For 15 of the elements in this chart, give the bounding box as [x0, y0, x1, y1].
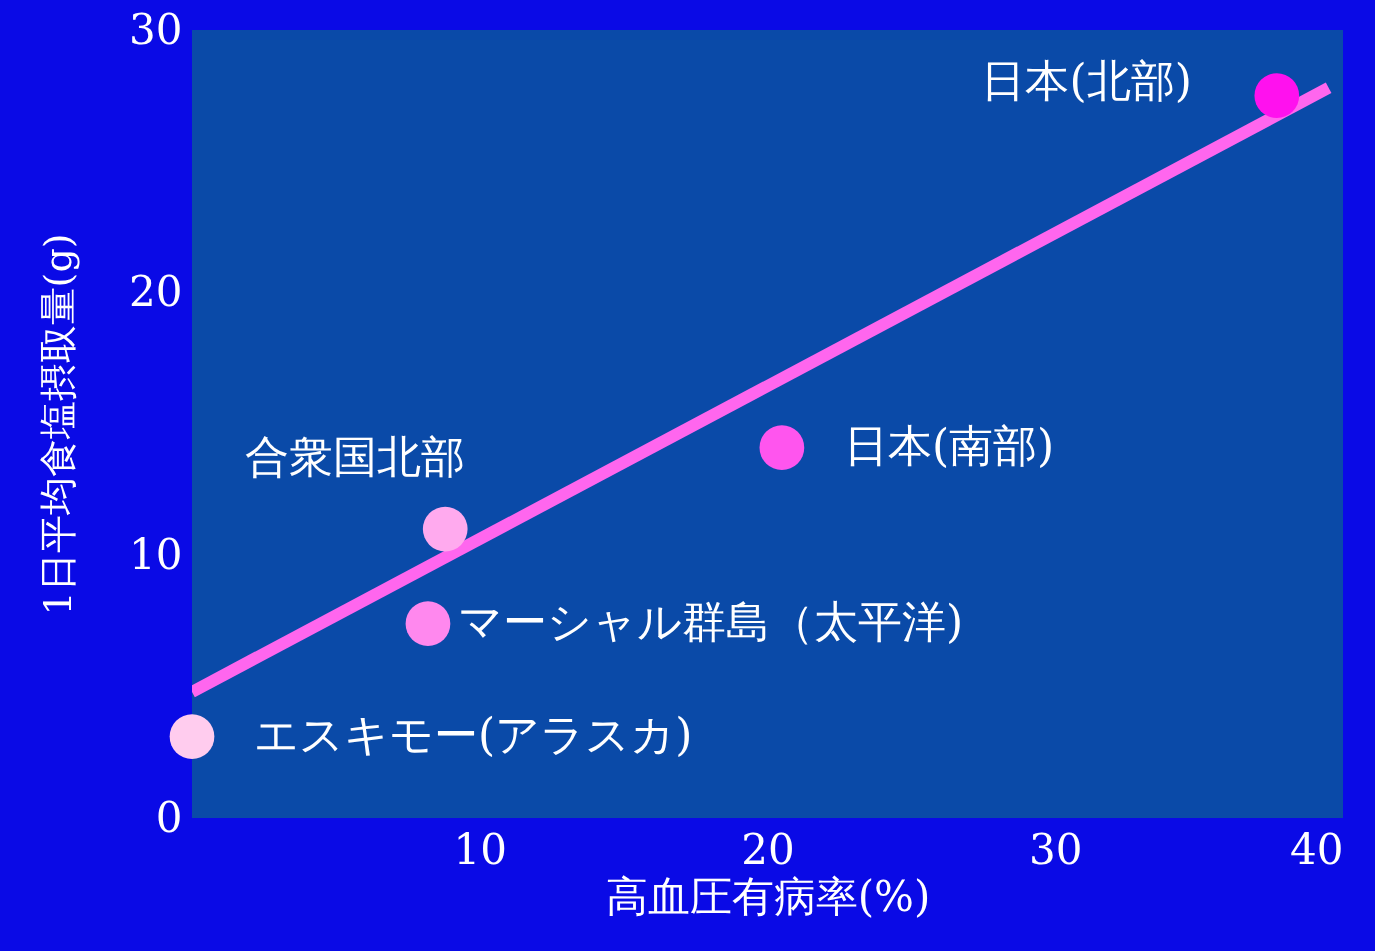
annotation: 日本(南部) [843, 419, 1055, 471]
y-tick-label: 30 [129, 4, 183, 54]
y-tick-label: 20 [129, 267, 183, 317]
x-tick-label: 40 [1290, 824, 1344, 874]
y-tick-label: 10 [129, 529, 183, 579]
x-tick-label: 30 [1029, 824, 1083, 874]
x-axis-title: 高血圧有病率(%) [605, 871, 931, 921]
x-tick-label: 10 [453, 824, 507, 874]
x-tick-label: 20 [741, 824, 795, 874]
y-tick-label: 0 [155, 792, 183, 842]
annotation: 合衆国北部 [245, 431, 466, 483]
y-axis-title: 1日平均食塩摂取量(g) [36, 233, 81, 616]
annotation: エスキモー(アラスカ) [254, 708, 693, 760]
annotation: 日本(北部) [981, 54, 1192, 106]
annotation: マーシャル群島（太平洋) [457, 595, 964, 647]
